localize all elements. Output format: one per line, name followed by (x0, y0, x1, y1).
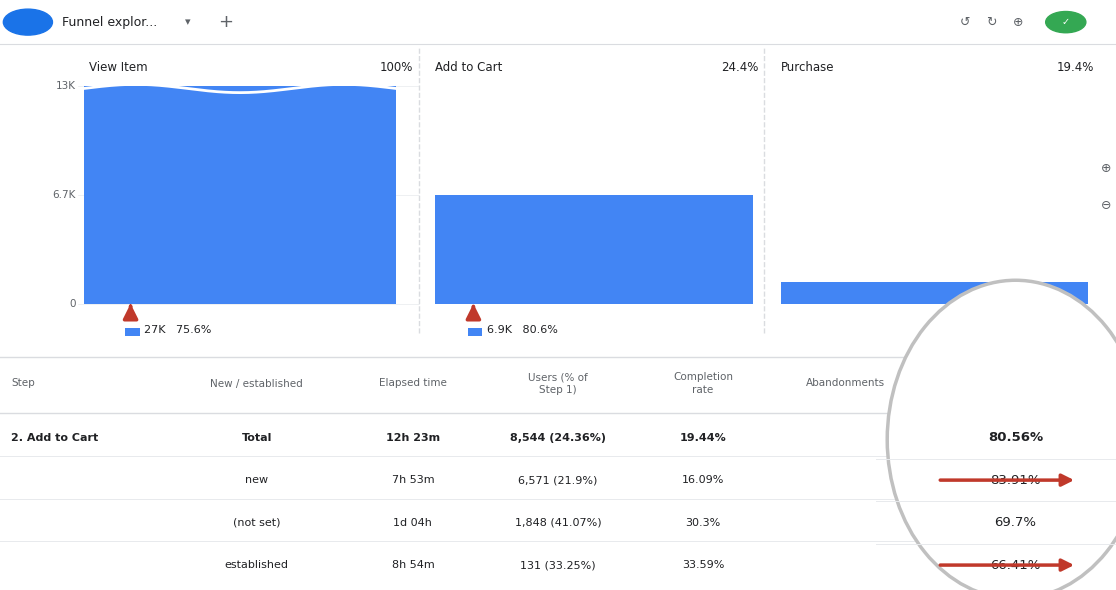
Text: Add to Cart: Add to Cart (435, 61, 502, 74)
Text: 83.91%: 83.91% (990, 474, 1041, 487)
Text: 19.44%: 19.44% (680, 432, 727, 442)
Text: 1d 04h: 1d 04h (394, 517, 432, 527)
Text: ▾: ▾ (184, 17, 191, 27)
Bar (0, 357, 1116, 590)
Text: 30.3%: 30.3% (685, 517, 721, 527)
Text: 12h 23m: 12h 23m (386, 432, 440, 442)
Text: 83.91%: 83.91% (993, 474, 1038, 487)
Text: 100%: 100% (379, 61, 413, 74)
Text: ✓: ✓ (1060, 15, 1071, 29)
Text: Purchase: Purchase (781, 61, 835, 74)
Bar (468, 328, 482, 336)
Text: New / established: New / established (210, 379, 304, 388)
Text: 6.7K: 6.7K (52, 190, 76, 199)
Text: 19.4%: 19.4% (1057, 61, 1094, 74)
Text: 69.7%: 69.7% (994, 516, 1037, 529)
Text: +: + (218, 13, 233, 31)
Text: 69.7%: 69.7% (997, 516, 1035, 529)
Text: ✓: ✓ (1061, 17, 1070, 27)
Text: 80.56%: 80.56% (991, 431, 1040, 444)
Text: 6,571 (21.9%): 6,571 (21.9%) (518, 475, 598, 485)
Text: 13K: 13K (56, 81, 76, 90)
Bar (84, 86, 396, 304)
Text: 6.9K   80.6%: 6.9K 80.6% (487, 326, 558, 335)
Bar (435, 195, 753, 304)
Text: 24.4%: 24.4% (722, 61, 759, 74)
Text: new: new (246, 475, 268, 485)
Text: 2. Add to Cart: 2. Add to Cart (11, 432, 98, 442)
Text: 27K   75.6%: 27K 75.6% (144, 326, 211, 335)
Text: Total: Total (241, 432, 272, 442)
Text: Completion
rate: Completion rate (673, 372, 733, 395)
Text: 7h 53m: 7h 53m (392, 475, 434, 485)
Text: 66.41%: 66.41% (990, 559, 1041, 572)
Text: ⊕: ⊕ (1012, 15, 1023, 29)
Text: Step: Step (11, 379, 35, 388)
Text: Funnel explor...: Funnel explor... (62, 15, 157, 29)
Text: Users (% of
Step 1): Users (% of Step 1) (528, 372, 588, 395)
Text: ↺: ↺ (960, 15, 971, 29)
Text: 0: 0 (69, 299, 76, 309)
Text: ↻: ↻ (985, 15, 997, 29)
Text: 8h 54m: 8h 54m (392, 560, 434, 570)
Bar (125, 328, 140, 336)
Text: Abandonment
rate: Abandonment rate (979, 372, 1052, 395)
Text: 16.09%: 16.09% (682, 475, 724, 485)
Text: View Item: View Item (89, 61, 148, 74)
Text: (not set): (not set) (233, 517, 280, 527)
Text: 80.56%: 80.56% (988, 431, 1043, 444)
Text: ⊕: ⊕ (1100, 162, 1112, 175)
Text: Abandonments: Abandonments (806, 379, 885, 388)
Text: 131 (33.25%): 131 (33.25%) (520, 560, 596, 570)
Ellipse shape (887, 280, 1116, 590)
Bar (0, 0, 1116, 44)
Circle shape (3, 9, 52, 35)
Text: established: established (224, 560, 289, 570)
Text: 1,848 (41.07%): 1,848 (41.07%) (514, 517, 602, 527)
Circle shape (1046, 12, 1086, 32)
Text: 66.41%: 66.41% (993, 559, 1038, 572)
Text: 8,544 (24.36%): 8,544 (24.36%) (510, 432, 606, 442)
Text: 33.59%: 33.59% (682, 560, 724, 570)
Bar (0, 44, 1116, 339)
Text: Elapsed time: Elapsed time (379, 379, 446, 388)
Text: ⊖: ⊖ (1100, 199, 1112, 212)
Bar (781, 282, 1088, 304)
